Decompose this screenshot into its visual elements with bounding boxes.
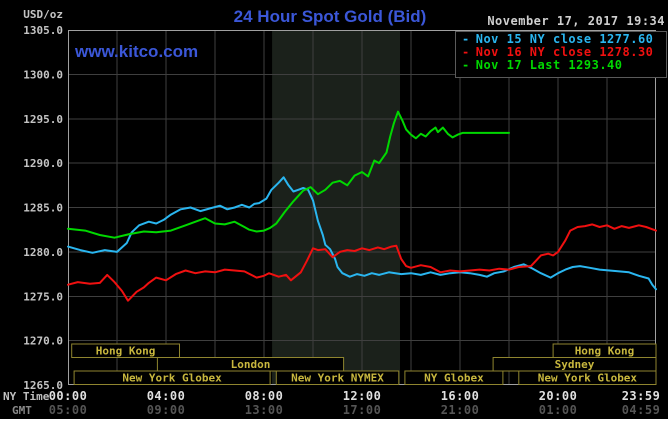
kitco-watermark: www.kitco.com: [74, 42, 198, 61]
session-box: [518, 370, 657, 385]
series-line-nov-17-last: [67, 110, 510, 239]
y-axis-unit-label: USD/oz: [23, 8, 63, 21]
legend-label-nov15: Nov 15 NY close 1277.60: [476, 32, 654, 46]
legend-box: [455, 31, 667, 78]
x-tick-label-ny: 16:00: [441, 389, 480, 403]
session-label: New York Globex: [122, 372, 222, 385]
y-tick-label: 1305.0: [23, 24, 63, 37]
legend-item-nov17: - Nov 17 Last 1293.40: [462, 58, 623, 72]
x-tick-label-gmt: 09:00: [147, 403, 186, 417]
session-box: [275, 370, 400, 385]
x-tick-label-ny: 20:00: [539, 389, 578, 403]
x-tick-label-ny: 08:00: [245, 389, 284, 403]
legend-marker-nov15: -: [462, 32, 470, 46]
x-tick-label-ny: 12:00: [343, 389, 382, 403]
session-box: [73, 370, 271, 385]
session-label: New York Globex: [538, 372, 638, 385]
y-tick-label: 1290.0: [23, 157, 63, 170]
y-tick-label: 1295.0: [23, 113, 63, 126]
gmt-row-label: GMT: [12, 404, 32, 417]
y-tick-label: 1300.0: [23, 68, 63, 81]
x-tick-label-gmt: 17:00: [343, 403, 382, 417]
y-tick-label: 1280.0: [23, 246, 63, 259]
x-tick-label-gmt: 13:00: [245, 403, 284, 417]
session-label: New York NYMEX: [291, 372, 384, 385]
session-label: NY Globex: [424, 372, 484, 385]
ny-time-row-label: NY Time: [3, 390, 50, 403]
y-tick-label: 1270.0: [23, 335, 63, 348]
legend-marker-nov17: -: [462, 58, 470, 72]
x-tick-label-gmt: 05:00: [49, 403, 88, 417]
x-tick-label-gmt: 04:59: [622, 403, 661, 417]
session-label: Sydney: [555, 358, 595, 371]
session-label: Hong Kong: [96, 345, 156, 358]
series-line-nov-15-ny-close: [67, 176, 657, 291]
x-tick-label-ny: 23:59: [622, 389, 661, 403]
y-tick-label: 1275.0: [23, 290, 63, 303]
x-tick-label-ny: 00:00: [49, 389, 88, 403]
y-tick-label: 1285.0: [23, 202, 63, 215]
x-tick-label-gmt: 01:00: [539, 403, 578, 417]
y-tick-label: 1265.0: [23, 379, 63, 392]
legend-item-nov16: - Nov 16 NY close 1278.30: [462, 45, 653, 59]
session-label: Hong Kong: [575, 345, 635, 358]
session-box: [71, 343, 180, 358]
chart-title: 24 Hour Spot Gold (Bid): [234, 7, 427, 26]
x-tick-label-gmt: 21:00: [441, 403, 480, 417]
legend-item-nov15: - Nov 15 NY close 1277.60: [462, 32, 653, 46]
x-tick-label-ny: 04:00: [147, 389, 186, 403]
session-label: London: [231, 358, 271, 371]
legend-label-nov17: Nov 17 Last 1293.40: [476, 58, 623, 72]
datetime-stamp: November 17, 2017 19:34: [487, 14, 665, 28]
legend-marker-nov16: -: [462, 45, 470, 59]
series-line-nov-16-ny-close: [67, 223, 657, 302]
legend-label-nov16: Nov 16 NY close 1278.30: [476, 45, 654, 59]
session-box: [404, 370, 504, 385]
